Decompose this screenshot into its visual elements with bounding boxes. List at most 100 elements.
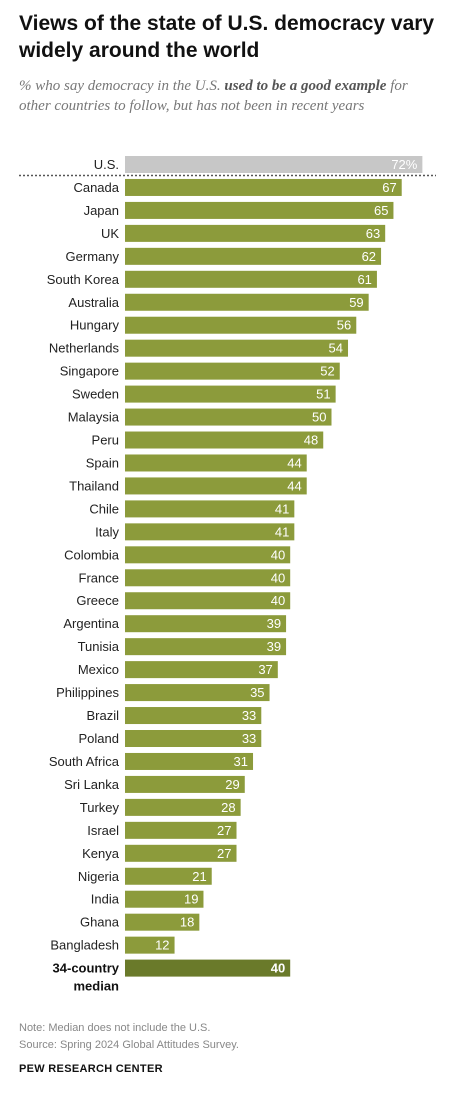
value-label: 65	[374, 203, 388, 218]
bar-row: Hungary 56	[70, 316, 357, 334]
category-label: Poland	[79, 731, 119, 746]
bar	[125, 477, 307, 495]
bar	[125, 178, 402, 196]
bar-row: UK 63	[101, 224, 386, 242]
bar-row: South Korea 61	[47, 270, 377, 288]
bar	[125, 201, 394, 219]
bar	[125, 293, 369, 311]
source-prefix: Source:	[19, 1039, 60, 1051]
category-label: Nigeria	[78, 869, 120, 884]
category-label: Hungary	[70, 318, 120, 333]
bar-row: Sweden 51	[72, 385, 336, 403]
category-label: South Africa	[49, 754, 120, 769]
bar	[125, 707, 262, 725]
value-label: 41	[275, 501, 289, 516]
median-label-line2: median	[73, 979, 119, 994]
bar	[125, 408, 332, 426]
category-label: U.S.	[94, 157, 119, 172]
value-label: 59	[349, 295, 363, 310]
bar	[125, 339, 349, 357]
subtitle-post: for other countries to follow, but has n…	[19, 78, 408, 114]
value-label: 67	[382, 180, 396, 195]
bar-row: Netherlands 54	[49, 339, 349, 357]
bar	[125, 638, 287, 656]
category-label: France	[79, 570, 119, 585]
value-label: 33	[242, 708, 256, 723]
bar-row: France 40	[79, 569, 291, 587]
bar-row: Colombia 40	[64, 546, 291, 564]
bar-row: Kenya 27	[82, 844, 237, 862]
bar	[125, 454, 307, 472]
value-label: 39	[267, 616, 281, 631]
category-label: Spain	[86, 455, 119, 470]
category-label: Germany	[66, 249, 120, 264]
category-label: Sweden	[72, 387, 119, 402]
bar	[125, 247, 382, 265]
bar-row: Israel 27	[87, 821, 237, 839]
bar	[125, 316, 357, 334]
bar-row: Greece 40	[76, 592, 291, 610]
category-label: Australia	[68, 295, 119, 310]
category-label: Kenya	[82, 846, 120, 861]
bar	[125, 661, 278, 679]
value-label: 40	[271, 593, 285, 608]
value-label: 27	[217, 846, 231, 861]
bar-row: Germany 62	[66, 247, 382, 265]
category-label: Peru	[92, 433, 119, 448]
bar-row: Ghana 18	[80, 913, 200, 931]
bar-row: Sri Lanka 29	[64, 775, 245, 793]
value-label: 39	[267, 639, 281, 654]
bar-row: Argentina 39	[63, 615, 287, 633]
value-label: 61	[357, 272, 371, 287]
bar-row: Peru 48	[92, 431, 324, 449]
bar	[125, 867, 212, 885]
value-label: 31	[234, 754, 248, 769]
bar-row: Mexico 37	[78, 661, 278, 679]
value-label: 51	[316, 387, 330, 402]
value-label: 44	[287, 455, 301, 470]
value-label: 40	[271, 547, 285, 562]
value-label: 63	[366, 226, 380, 241]
value-label: 72%	[391, 157, 417, 172]
bar-row: Thailand 44	[69, 477, 307, 495]
bar	[125, 523, 295, 541]
bar	[125, 752, 254, 770]
value-label: 21	[192, 869, 206, 884]
category-label: Thailand	[69, 478, 119, 493]
bar-row: Malaysia 50	[68, 408, 332, 426]
value-label: 62	[362, 249, 376, 264]
bar-row: Turkey 28	[80, 798, 241, 816]
category-label: Greece	[76, 593, 119, 608]
bar	[125, 224, 386, 242]
median-value-label: 40	[271, 961, 285, 976]
bar-row: Philippines 35	[56, 684, 270, 702]
category-label: Turkey	[80, 800, 120, 815]
category-label: Italy	[95, 524, 119, 539]
bar-row: Bangladesh 12	[50, 936, 175, 954]
bar-row: Nigeria 21	[78, 867, 212, 885]
source-text: Spring 2024 Global Attitudes Survey.	[59, 1039, 239, 1051]
category-label: Mexico	[78, 662, 119, 677]
bar-row: Tunisia 39	[78, 638, 287, 656]
category-label: Malaysia	[68, 410, 120, 425]
bar	[125, 844, 237, 862]
value-label: 18	[180, 915, 194, 930]
bar-row: U.S. 72%	[94, 156, 423, 173]
value-label: 19	[184, 892, 198, 907]
bar-row: Spain 44	[86, 454, 307, 472]
chart-title: Views of the state of U.S. democracy var…	[19, 12, 435, 62]
bar-row: Poland 33	[79, 730, 262, 747]
category-label: Canada	[73, 180, 119, 195]
bar-chart: U.S. 72% Canada 67 Japan 65 UK 63 Germany 62 South…	[19, 156, 436, 994]
bar-row: India 19	[91, 890, 204, 908]
category-label: India	[91, 892, 120, 907]
bar	[125, 913, 200, 931]
bar-row: Singapore 52	[60, 362, 340, 380]
value-label: 48	[304, 433, 318, 448]
value-label: 44	[287, 478, 301, 493]
value-label: 41	[275, 524, 289, 539]
bar	[125, 385, 336, 403]
bar	[125, 546, 291, 564]
value-label: 27	[217, 823, 231, 838]
value-label: 33	[242, 731, 256, 746]
